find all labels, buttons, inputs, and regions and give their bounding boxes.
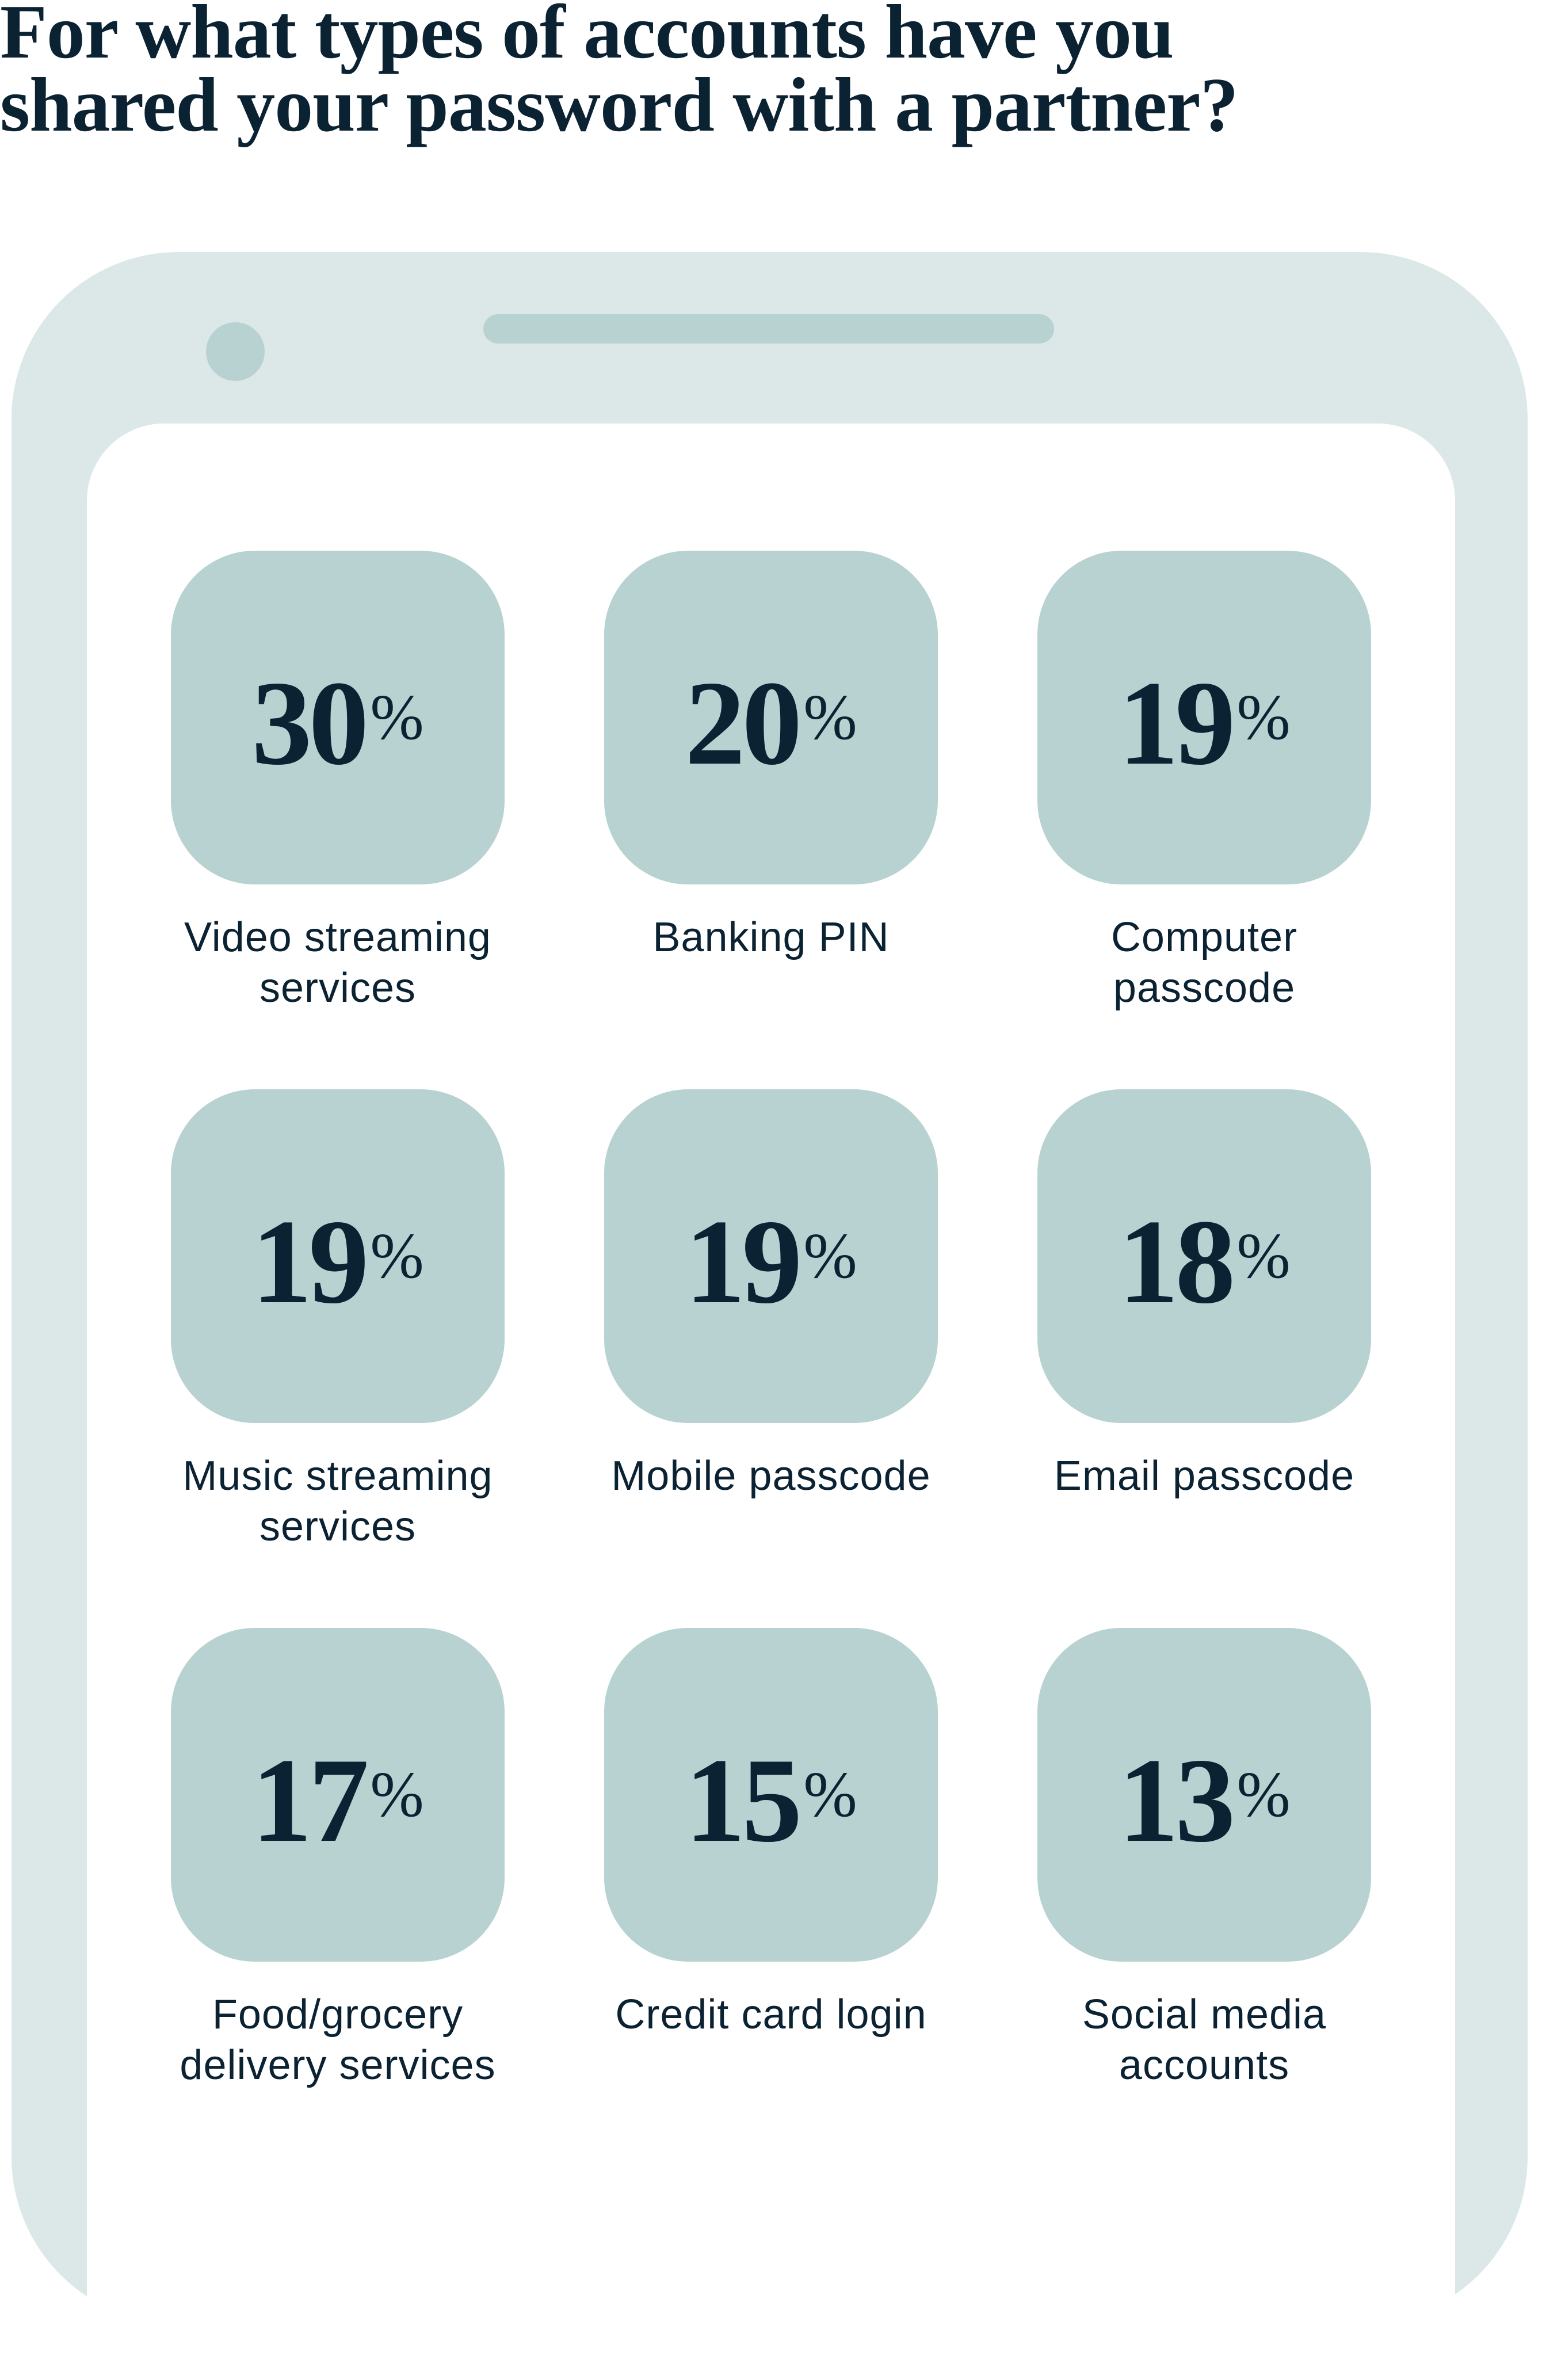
phone-speaker-icon [483,314,1054,344]
stat-tile: 17% [171,1628,505,1962]
stat-tile: 15% [604,1628,938,1962]
stat-value: 20 [685,657,802,790]
percent-sign: % [370,1220,424,1292]
stat-card: 19% Music streaming services [171,1089,505,1628]
percent-sign: % [1236,1759,1291,1830]
stat-card: 20% Banking PIN [604,551,938,1089]
stat-value: 30 [251,657,369,790]
phone-screen: 30% Video streaming services 20% Banking P… [87,424,1455,2380]
stat-tile: 30% [171,551,505,884]
stat-label: Food/grocery delivery services [180,1992,496,2088]
stat-value: 19 [685,1195,802,1329]
percent-sign: % [370,681,424,753]
percent-sign: % [370,1759,424,1830]
stat-label: Computer passcode [1110,914,1298,1011]
stat-card: 19% Mobile passcode [604,1089,938,1628]
percent-sign: % [803,681,857,753]
phone-camera-icon [206,322,265,381]
percent-sign: % [803,1759,857,1830]
stat-tile: 19% [604,1089,938,1423]
stat-card: 13% Social media accounts [1037,1628,1371,2167]
stat-value: 19 [251,1195,369,1329]
stat-card: 18% Email passcode [1037,1089,1371,1628]
page-title: For what types of accounts have you shar… [0,0,1239,147]
stat-label: Email passcode [1054,1453,1355,1499]
stat-tile: 20% [604,551,938,884]
stat-card: 15% Credit card login [604,1628,938,2167]
stat-card: 19% Computer passcode [1037,551,1371,1089]
stat-card: 17% Food/grocery delivery services [171,1628,505,2167]
stat-grid: 30% Video streaming services 20% Banking P… [171,551,1371,2167]
stat-value: 15 [685,1734,802,1867]
stat-value: 17 [251,1734,369,1867]
stat-value: 19 [1118,657,1235,790]
stat-tile: 13% [1037,1628,1371,1962]
stat-card: 30% Video streaming services [171,551,505,1089]
percent-sign: % [1236,681,1291,753]
stat-label: Music streaming services [182,1453,493,1550]
phone-illustration: 30% Video streaming services 20% Banking P… [12,252,1528,2380]
stat-label: Video streaming services [184,914,491,1011]
stat-tile: 19% [1037,551,1371,884]
stat-value: 18 [1118,1195,1235,1329]
stat-label: Banking PIN [652,914,890,960]
stat-tile: 19% [171,1089,505,1423]
stat-label: Social media accounts [1082,1992,1327,2088]
percent-sign: % [1236,1220,1291,1292]
stat-label: Mobile passcode [611,1453,931,1499]
percent-sign: % [803,1220,857,1292]
stat-value: 13 [1118,1734,1235,1867]
stat-label: Credit card login [615,1992,927,2038]
stat-tile: 18% [1037,1089,1371,1423]
